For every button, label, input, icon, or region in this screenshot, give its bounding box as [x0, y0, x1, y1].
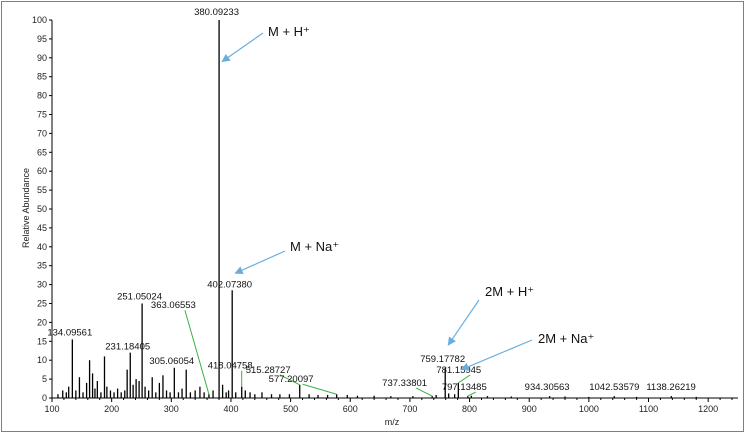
y-tick-label: 20 — [37, 317, 47, 327]
label-leader-line — [415, 387, 433, 397]
label-leader-line — [279, 374, 300, 386]
x-tick-label: 300 — [164, 404, 179, 414]
y-tick-label: 80 — [37, 91, 47, 101]
x-tick-label: 1100 — [639, 404, 658, 414]
annotation-label: M + Na⁺ — [290, 239, 339, 254]
peak-label: 781.15945 — [436, 365, 481, 376]
y-tick-label: 40 — [37, 242, 47, 252]
label-leader-line — [458, 374, 471, 384]
annotation-arrow — [221, 32, 264, 63]
peak-label: 418.04758 — [208, 361, 253, 372]
peak-label: 737.33801 — [382, 378, 427, 389]
x-tick-label: 100 — [44, 404, 59, 414]
annotation-arrow — [234, 250, 286, 275]
y-tick-label: 85 — [37, 72, 47, 82]
y-tick-label: 25 — [37, 299, 47, 309]
peak-label: 251.05024 — [117, 292, 162, 303]
peak-label: 363.06553 — [151, 300, 196, 311]
y-tick-label: 15 — [37, 336, 47, 346]
x-tick-label: 500 — [283, 404, 298, 414]
annotation-arrow — [460, 339, 533, 371]
peak-label: 134.09561 — [47, 327, 92, 338]
x-tick-label: 1200 — [698, 404, 718, 414]
y-tick-label: 30 — [37, 280, 47, 290]
ion-annotations: M + H⁺ M + Na⁺ 2M + H⁺ 2M + Na⁺ — [221, 24, 594, 371]
spectrum-peaks — [57, 20, 697, 398]
annotation-label: M + H⁺ — [268, 24, 310, 39]
y-tick-label: 10 — [37, 355, 47, 365]
y-axis-title: Relative Abundance — [21, 168, 31, 248]
x-tick-label: 200 — [104, 404, 119, 414]
x-tick-label: 600 — [343, 404, 358, 414]
x-tick-label: 900 — [522, 404, 537, 414]
x-tick-label: 1000 — [579, 404, 599, 414]
y-tick-label: 0 — [42, 393, 47, 403]
peak-labels: 134.09561 231.18405 251.05024 305.06054 363.… — [47, 7, 696, 393]
y-tick-label: 60 — [37, 166, 47, 176]
y-tick-label: 70 — [37, 128, 47, 138]
x-tick-label: 700 — [402, 404, 417, 414]
y-tick-label: 100 — [32, 15, 47, 25]
y-tick-label: 50 — [37, 204, 47, 214]
axes: 0 5 10 15 20 25 30 35 40 45 50 55 60 65 70 75 80 85 90 95 10… — [32, 15, 738, 414]
peak-label: 380.09233 — [194, 7, 239, 18]
label-leader-line — [184, 310, 210, 395]
peak-label: 515.28727 — [246, 365, 291, 376]
y-tick-label: 5 — [42, 374, 47, 384]
peak-label: 759.17782 — [420, 354, 465, 365]
annotation-label: 2M + H⁺ — [485, 284, 534, 299]
y-tick-label: 95 — [37, 34, 47, 44]
peak-label: 402.07380 — [207, 279, 252, 290]
peak-label: 231.18405 — [105, 342, 150, 353]
label-leader-line — [302, 383, 337, 395]
peak-label: 305.06054 — [149, 356, 194, 367]
x-axis-title: m/z — [385, 417, 400, 427]
peak-label: 577.20097 — [269, 374, 314, 385]
x-tick-label: 400 — [223, 404, 238, 414]
annotation-label: 2M + Na⁺ — [538, 331, 594, 346]
y-tick-label: 65 — [37, 147, 47, 157]
y-tick-label: 90 — [37, 53, 47, 63]
annotation-arrow — [447, 299, 480, 346]
peak-label: 934.30563 — [525, 382, 570, 393]
x-tick-label: 800 — [462, 404, 477, 414]
y-tick-label: 35 — [37, 261, 47, 271]
label-leader-line — [467, 391, 477, 397]
y-tick-label: 45 — [37, 223, 47, 233]
peak-label: 1138.26219 — [646, 382, 696, 393]
y-tick-label: 75 — [37, 110, 47, 120]
label-leader-lines — [184, 310, 477, 397]
y-tick-label: 55 — [37, 185, 47, 195]
peak-label: 797.13485 — [442, 382, 487, 393]
peak-label: 1042.53579 — [589, 382, 639, 393]
